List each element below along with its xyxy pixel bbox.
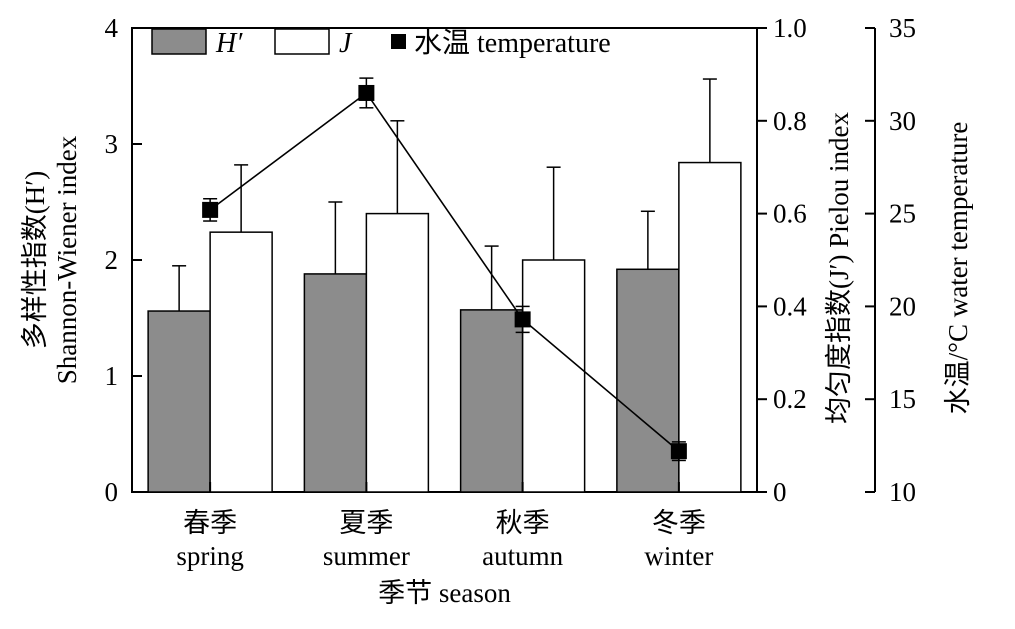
temperature-marker-1 xyxy=(358,84,375,101)
axes-group: 0 1 2 3 4 0 0.2 0.4 0.6 0.8 1.0 10 15 20 25 30 35 春季 sprin… xyxy=(20,13,973,608)
temperature-line-group xyxy=(202,77,687,462)
x-tick-label-3-line-0: 冬季 xyxy=(652,508,706,538)
bar-h-1 xyxy=(303,273,368,493)
bar-j-0 xyxy=(209,231,273,493)
x-tick-label-1-line-0: 夏季 xyxy=(339,508,393,538)
legend-swatch-temperature xyxy=(391,34,406,49)
bars-group xyxy=(147,161,742,493)
right1-tick-label-0: 0 xyxy=(773,477,787,507)
x-tick-label-0-line-1: spring xyxy=(176,541,244,571)
x-tick-label-0-line-0: 春季 xyxy=(183,508,237,538)
x-tick-label-2-line-1: autumn xyxy=(482,541,563,571)
right2-tick-label-2: 20 xyxy=(889,291,916,321)
bar-j-2 xyxy=(521,259,586,493)
bar-j-1 xyxy=(365,212,430,493)
left-tick-label-1: 1 xyxy=(105,361,119,391)
legend: H′ J 水温 temperature xyxy=(151,27,611,59)
bar-h-3 xyxy=(616,268,680,493)
legend-label-temperature: 水温 temperature xyxy=(414,27,611,59)
right2-tick-label-0: 10 xyxy=(889,477,916,507)
legend-swatch-j xyxy=(274,28,330,55)
legend-label-j: J xyxy=(339,28,353,59)
left-y-axis-title-line-1: Shannon-Wiener index xyxy=(52,135,82,384)
temperature-marker-0 xyxy=(202,201,219,218)
x-axis-title: 季节 season xyxy=(378,578,511,608)
left-y-axis-title: 多样性指数(H′)Shannon-Wiener index xyxy=(20,135,82,384)
right1-tick-label-2: 0.4 xyxy=(773,291,807,321)
right2-y-axis-title: 水温/°C water temperature xyxy=(943,122,973,415)
x-tick-label-0: 春季 spring xyxy=(176,508,244,571)
right2-tick-label-4: 30 xyxy=(889,106,916,136)
x-tick-label-1: 夏季 summer xyxy=(323,508,410,571)
left-tick-label-2: 2 xyxy=(105,245,119,275)
right2-tick-label-5: 35 xyxy=(889,13,916,43)
temperature-marker-3 xyxy=(670,443,687,460)
right2-tick-label-3: 25 xyxy=(889,199,916,229)
x-tick-label-3-line-1: winter xyxy=(644,541,713,571)
bar-h-0 xyxy=(147,310,211,493)
legend-swatch-h xyxy=(151,28,207,55)
left-tick-label-3: 3 xyxy=(105,129,119,159)
x-tick-label-2: 秋季 autumn xyxy=(482,508,563,571)
left-tick-label-4: 4 xyxy=(105,13,119,43)
right1-tick-label-4: 0.8 xyxy=(773,106,807,136)
bar-j-3 xyxy=(678,161,742,493)
left-tick-label-0: 0 xyxy=(105,477,119,507)
right1-tick-label-5: 1.0 xyxy=(773,13,807,43)
temperature-marker-2 xyxy=(514,311,531,328)
error-bars-group xyxy=(172,78,717,312)
left-y-axis-title-line-0: 多样性指数(H′) xyxy=(20,171,50,349)
right1-y-axis-title: 均匀度指数(J′) Pielou index xyxy=(824,112,854,424)
temperature-line xyxy=(209,91,680,452)
x-tick-label-1-line-1: summer xyxy=(323,541,410,571)
legend-label-h: H′ xyxy=(215,28,243,59)
right1-tick-label-3: 0.6 xyxy=(773,199,807,229)
x-tick-label-3: 冬季 winter xyxy=(644,508,713,571)
bar-h-2 xyxy=(459,309,524,493)
x-tick-label-2-line-0: 秋季 xyxy=(496,508,550,538)
right1-tick-label-1: 0.2 xyxy=(773,384,807,414)
right2-tick-label-1: 15 xyxy=(889,384,916,414)
